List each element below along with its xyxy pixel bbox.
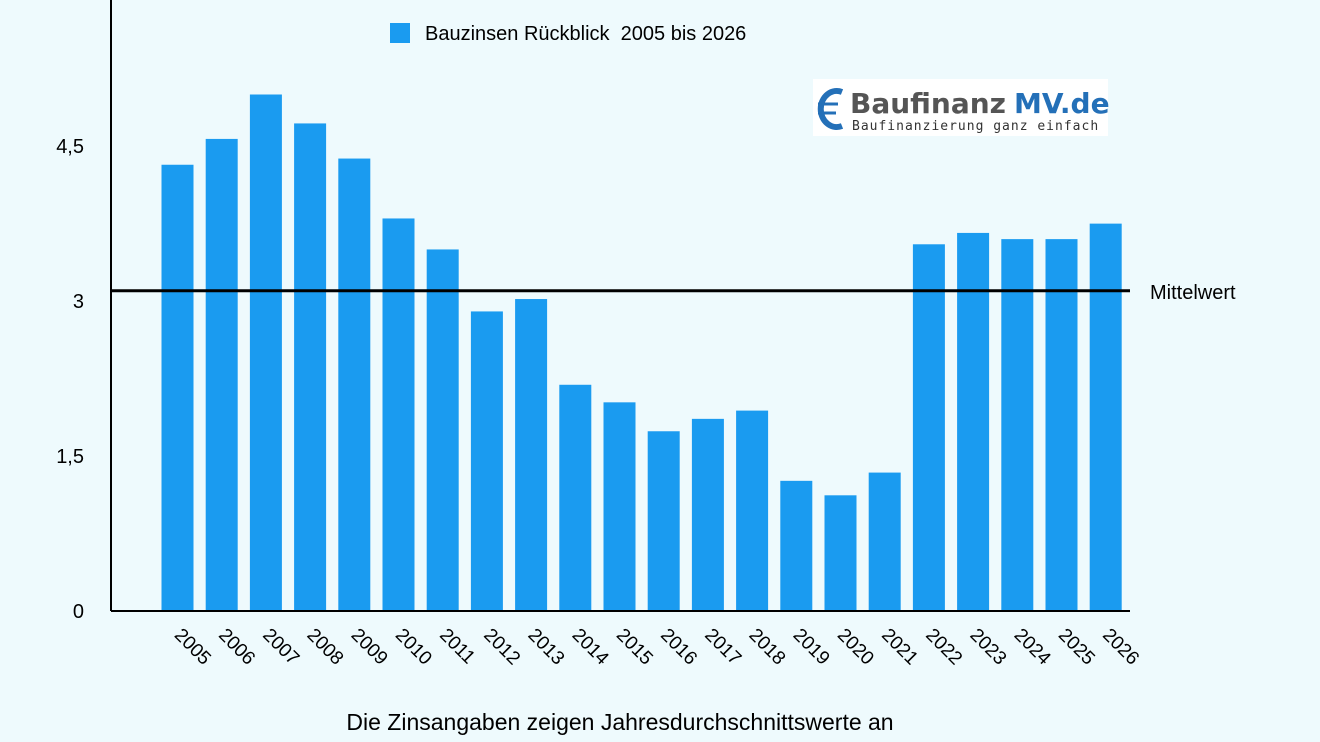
x-tick-label: 2019 bbox=[789, 625, 834, 670]
legend-label: Bauzinsen Rückblick 2005 bis 2026 bbox=[425, 23, 746, 45]
bar-2020 bbox=[824, 495, 857, 611]
logo: Baufinanz MV.de Baufinanzierung ganz einf… bbox=[813, 79, 1110, 136]
x-tick-label: 2025 bbox=[1054, 625, 1099, 670]
bar-2010 bbox=[382, 218, 415, 611]
bar-2007 bbox=[249, 94, 282, 611]
x-tick-label: 2020 bbox=[833, 625, 878, 670]
bar-2024 bbox=[1001, 239, 1034, 611]
logo-brand-text: Baufinanz MV.de bbox=[850, 87, 1110, 120]
logo-brand: Baufinanz bbox=[850, 87, 1006, 120]
bar-2015 bbox=[603, 402, 636, 611]
x-tick-label: 2024 bbox=[1010, 625, 1055, 670]
x-tick-label: 2015 bbox=[612, 625, 657, 670]
x-tick-label: 2016 bbox=[656, 625, 701, 670]
x-tick-label: 2018 bbox=[745, 625, 790, 670]
x-tick-label: 2017 bbox=[700, 625, 745, 670]
bar-2006 bbox=[205, 138, 238, 611]
bar-2005 bbox=[161, 164, 194, 611]
x-tick-label: 2012 bbox=[479, 625, 524, 670]
bar-2026 bbox=[1089, 223, 1122, 611]
y-tick-label: 4,5 bbox=[56, 136, 84, 158]
bar-2025 bbox=[1045, 239, 1078, 611]
mean-line-group: Mittelwert bbox=[111, 282, 1236, 304]
y-tick-label: 3 bbox=[73, 291, 84, 313]
bar-2011 bbox=[426, 249, 459, 611]
bar-2021 bbox=[868, 472, 901, 611]
bar-2019 bbox=[780, 480, 813, 611]
x-tick-label: 2008 bbox=[303, 625, 348, 670]
logo-tagline: Baufinanzierung ganz einfach bbox=[852, 119, 1099, 134]
x-tick-label: 2013 bbox=[524, 625, 569, 670]
legend: Bauzinsen Rückblick 2005 bis 2026 bbox=[390, 23, 746, 45]
bar-2016 bbox=[647, 431, 680, 611]
x-tick-label: 2022 bbox=[921, 625, 966, 670]
bar-2013 bbox=[515, 299, 548, 611]
bar-2023 bbox=[957, 232, 990, 611]
x-tick-label: 2011 bbox=[435, 625, 479, 669]
x-tick-label: 2023 bbox=[966, 625, 1011, 670]
bar-2012 bbox=[470, 311, 503, 611]
bar-2017 bbox=[691, 418, 724, 611]
y-axis-ticks: 0 1,5 3 4,5 bbox=[56, 136, 84, 623]
bar-2014 bbox=[559, 384, 592, 611]
logo-background bbox=[813, 79, 1108, 136]
x-axis-labels: 2005 2006 2007 2008 2009 2010 2011 2012 2013 2014… bbox=[170, 625, 1143, 670]
x-tick-label: 2005 bbox=[170, 625, 215, 670]
y-tick-label: 1,5 bbox=[56, 446, 84, 468]
bar-2022 bbox=[912, 244, 945, 611]
mean-label: Mittelwert bbox=[1150, 282, 1236, 304]
logo-brand-accent: MV.de bbox=[1014, 87, 1110, 120]
x-tick-label: 2014 bbox=[568, 625, 613, 670]
chart-caption: Die Zinsangaben zeigen Jahresdurchschnit… bbox=[346, 709, 893, 735]
bar-2009 bbox=[338, 158, 371, 611]
legend-swatch bbox=[390, 23, 410, 43]
bar-2008 bbox=[294, 123, 327, 611]
x-tick-label: 2026 bbox=[1098, 625, 1143, 670]
x-tick-label: 2006 bbox=[214, 625, 259, 670]
bars bbox=[161, 94, 1122, 611]
x-tick-label: 2010 bbox=[391, 625, 436, 670]
x-tick-label: 2009 bbox=[347, 625, 392, 670]
bar-2018 bbox=[736, 410, 769, 611]
euro-icon bbox=[817, 88, 844, 130]
y-tick-label: 0 bbox=[73, 601, 84, 623]
x-tick-label: 2007 bbox=[258, 625, 303, 670]
x-tick-label: 2021 bbox=[877, 625, 922, 670]
